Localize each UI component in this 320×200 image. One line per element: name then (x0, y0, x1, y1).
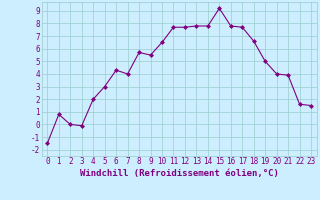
X-axis label: Windchill (Refroidissement éolien,°C): Windchill (Refroidissement éolien,°C) (80, 169, 279, 178)
